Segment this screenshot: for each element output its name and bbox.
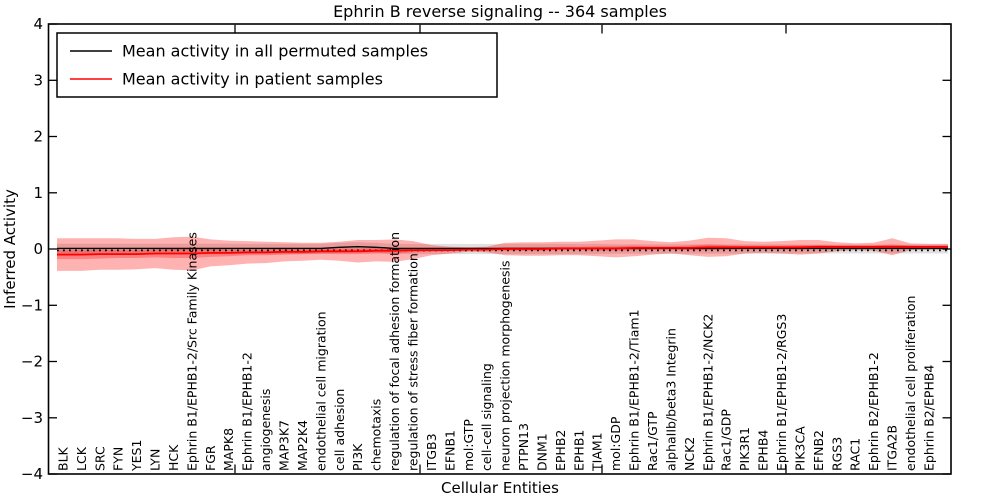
- x-category-label: ITGB3: [424, 433, 439, 471]
- plot-border: [47, 23, 952, 475]
- x-category-label: endothelial cell proliferation: [903, 296, 918, 471]
- x-category-label: alphaIIb/beta3 Integrin: [663, 328, 678, 471]
- x-category-label: Ephrin B1/EPHB1-2/NCK2: [700, 314, 715, 471]
- x-category-label: endothelial cell migration: [313, 311, 328, 471]
- legend: Mean activity in all permuted samples Me…: [56, 32, 498, 98]
- x-category-label: Ephrin B1/EPHB1-2: [240, 352, 255, 471]
- x-category-label: Ephrin B2/EPHB4: [921, 365, 936, 471]
- x-category-label: NCK2: [682, 437, 697, 471]
- x-category-label: mol:GTP: [461, 419, 476, 471]
- x-category-label: cell-cell signaling: [479, 363, 494, 471]
- x-category-label: LYN: [148, 449, 163, 471]
- x-category-label: EFNB2: [811, 430, 826, 471]
- chart-title: Ephrin B reverse signaling -- 364 sample…: [333, 2, 667, 21]
- legend-label-permuted: Mean activity in all permuted samples: [122, 42, 428, 61]
- x-category-label: Ephrin B1/EPHB1-2/Tiam1: [627, 309, 642, 471]
- x-category-label: EFNB1: [442, 430, 457, 471]
- x-category-label: Rac1/GTP: [645, 411, 660, 471]
- x-category-label: mol:GDP: [608, 416, 623, 471]
- x-category-label: MAP3K7: [277, 420, 292, 471]
- y-tick-label: 2: [33, 128, 43, 146]
- x-category-label: DNM1: [535, 433, 550, 471]
- y-tick-label: −1: [21, 296, 43, 314]
- axis-ticks: [49, 23, 951, 475]
- patient-mean-line: [57, 245, 948, 256]
- y-tick-label: 0: [33, 240, 43, 258]
- legend-label-patient: Mean activity in patient samples: [122, 70, 383, 89]
- x-category-label: EPHB4: [756, 430, 771, 471]
- y-tick-label: 4: [33, 15, 43, 33]
- x-category-label: PTPN13: [516, 423, 531, 471]
- x-category-label: SRC: [92, 446, 107, 471]
- x-category-label: EPHB2: [553, 430, 568, 471]
- y-tick-label: −3: [21, 409, 43, 427]
- x-category-label: FGR: [203, 445, 218, 471]
- x-category-label: Rac1/GDP: [719, 409, 734, 471]
- x-category-label: LCK: [74, 446, 89, 471]
- x-category-label: regulation of focal adhesion formation: [387, 232, 402, 471]
- mean-lines: [57, 245, 948, 256]
- x-category-label: MAPK8: [221, 428, 236, 471]
- y-tick-label: −2: [21, 353, 43, 371]
- x-category-label: MAP2K4: [295, 420, 310, 471]
- x-category-label: angiogenesis: [258, 389, 273, 471]
- x-axis-label: Cellular Entities: [441, 479, 559, 497]
- legend-entry-patient: Mean activity in patient samples: [70, 70, 383, 89]
- x-category-label: FYN: [111, 447, 126, 471]
- y-tick-labels: 4 3 2 1 0 −1 −2 −3 −4: [21, 15, 43, 483]
- x-category-label: BLK: [55, 446, 70, 471]
- x-category-label: Ephrin B2/EPHB1-2: [866, 352, 881, 471]
- legend-box: [56, 32, 498, 98]
- x-category-label: EPHB1: [571, 430, 586, 471]
- x-category-label: chemotaxis: [369, 399, 384, 471]
- patient-std-band: [57, 236, 948, 271]
- x-category-label: RGS3: [829, 437, 844, 471]
- x-category-label: HCK: [166, 444, 181, 471]
- x-category-label: ITGA2B: [885, 425, 900, 471]
- x-category-label: PIK3CA: [792, 426, 807, 471]
- x-category-labels: BLK LCK SRC FYN YES1 LYN HCK Ephrin B1/EPHB1-2/…: [55, 232, 936, 472]
- x-category-label: regulation of stress fiber formation: [406, 253, 421, 471]
- legend-entry-permuted: Mean activity in all permuted samples: [70, 42, 428, 61]
- y-tick-label: 3: [33, 71, 43, 89]
- x-category-label: PIK3R1: [737, 427, 752, 471]
- y-tick-label: −4: [21, 465, 43, 483]
- x-category-label: TIAM1: [590, 432, 605, 472]
- x-category-label: RAC1: [848, 438, 863, 471]
- x-category-label: cell adhesion: [332, 389, 347, 471]
- x-category-label: YES1: [129, 440, 144, 472]
- x-category-label: neuron projection morphogenesis: [498, 260, 513, 471]
- y-axis-label: Inferred Activity: [1, 189, 19, 309]
- x-category-label: Ephrin B1/EPHB1-2/RGS3: [774, 314, 789, 471]
- x-category-label: Ephrin B1/EPHB1-2/Src Family Kinases: [184, 232, 199, 471]
- x-category-label: PI3K: [350, 443, 365, 471]
- y-tick-label: 1: [33, 184, 43, 202]
